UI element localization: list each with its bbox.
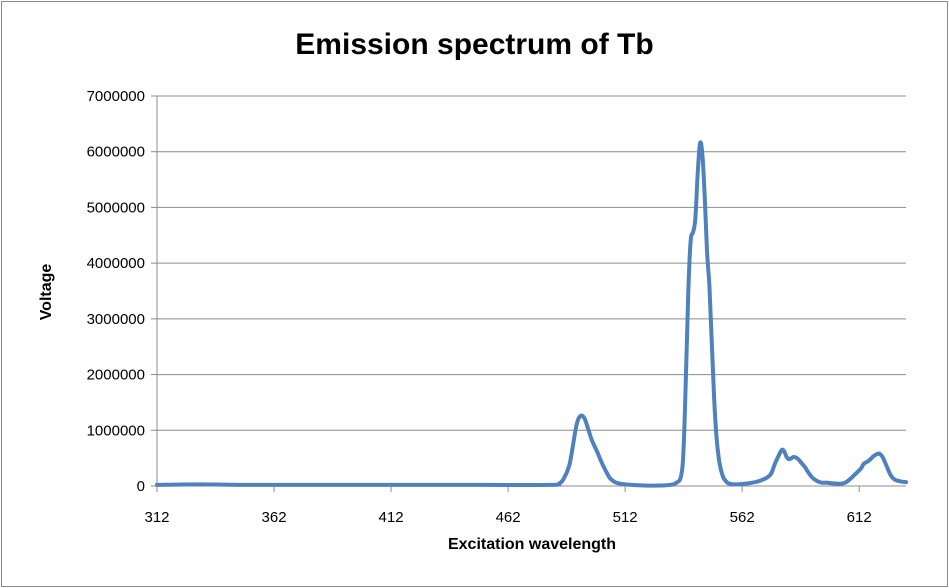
x-tick-label: 362 — [262, 509, 287, 526]
y-tick-label: 2000000 — [87, 367, 145, 384]
series-layer — [155, 140, 908, 488]
axes — [151, 95, 906, 492]
x-tick-label: 312 — [144, 509, 169, 526]
x-tick-label: 412 — [379, 509, 404, 526]
y-tick-labels: 0 1000000 2000000 3000000 4000000 5000000 6000… — [87, 88, 145, 495]
y-tick-label: 5000000 — [87, 199, 145, 216]
chart-title: Emission spectrum of Tb — [295, 28, 654, 61]
x-tick-label: 562 — [730, 509, 755, 526]
x-tick-label: 462 — [496, 509, 521, 526]
x-tick-labels: 312 362 412 462 512 562 612 — [144, 509, 871, 526]
y-tick-label: 0 — [137, 478, 145, 495]
y-tick-label: 6000000 — [87, 144, 145, 161]
x-tick-label: 512 — [613, 509, 638, 526]
series-line-0 — [155, 140, 908, 488]
grid-lines — [157, 95, 906, 431]
y-tick-label: 3000000 — [87, 311, 145, 328]
x-axis-label: Excitation wavelength — [447, 536, 617, 553]
y-tick-label: 1000000 — [87, 422, 145, 439]
y-tick-label: 7000000 — [87, 88, 145, 105]
y-tick-label: 4000000 — [87, 255, 145, 272]
x-tick-label: 612 — [847, 509, 872, 526]
